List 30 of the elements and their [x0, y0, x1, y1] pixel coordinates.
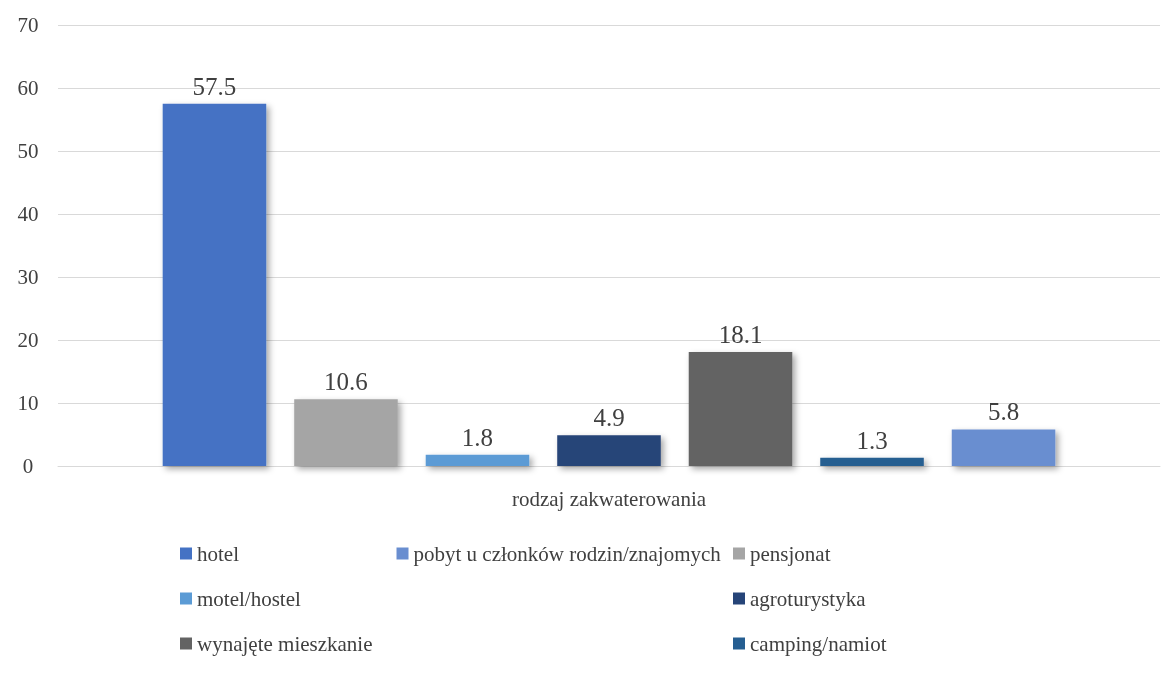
- legend-label: pobyt u członków rodzin/znajomych: [413, 541, 722, 566]
- data-label: 10.6: [324, 368, 368, 396]
- legend-label: hotel: [197, 541, 240, 566]
- data-label: 57.5: [192, 72, 237, 100]
- y-tick-label: 20: [17, 328, 39, 352]
- legend-label: agroturystyka: [750, 586, 867, 611]
- data-label: 5.8: [987, 398, 1020, 426]
- legend-label: camping/namiot: [750, 631, 887, 656]
- bar: [162, 103, 267, 466]
- bar: [951, 429, 1056, 466]
- data-label: 18.1: [718, 320, 763, 348]
- bar: [820, 457, 924, 466]
- y-tick-label: 30: [17, 265, 39, 289]
- legend-label: pensjonat: [750, 541, 831, 566]
- legend-label: wynajęte mieszkanie: [197, 631, 373, 656]
- y-tick-label: 0: [22, 454, 34, 478]
- y-tick-label: 60: [17, 76, 39, 100]
- y-tick-label: 40: [17, 202, 39, 226]
- bar: [425, 454, 530, 466]
- x-tick-label: rodzaj zakwaterowania: [511, 486, 707, 511]
- bar: [294, 399, 398, 466]
- data-label: 1.3: [856, 426, 888, 454]
- data-label: 1.8: [461, 423, 494, 451]
- data-label: 4.9: [593, 404, 625, 432]
- y-tick-label: 70: [17, 13, 39, 37]
- y-tick-label: 10: [17, 391, 39, 415]
- bar: [557, 435, 661, 466]
- bar: [688, 351, 793, 466]
- legend-label: motel/hostel: [197, 586, 301, 611]
- y-tick-label: 50: [17, 139, 39, 163]
